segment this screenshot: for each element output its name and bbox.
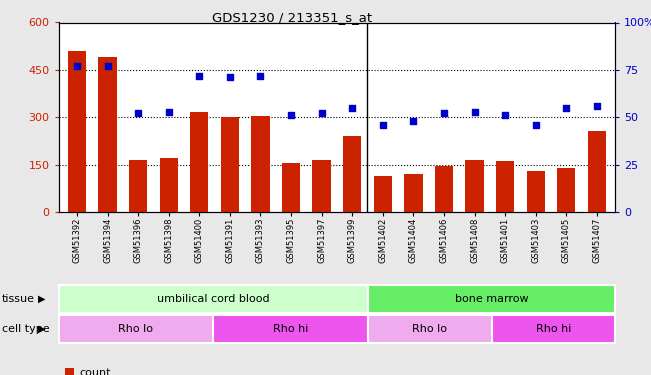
Text: count: count [79, 369, 111, 375]
Bar [312, 160, 331, 212]
Bar [59, 315, 213, 343]
Bar [68, 51, 86, 212]
Bar [557, 168, 575, 212]
Bar [588, 131, 606, 212]
Text: Rho hi: Rho hi [536, 324, 571, 334]
Bar [465, 160, 484, 212]
Point [316, 110, 327, 116]
Point [408, 118, 419, 124]
Bar [492, 315, 615, 343]
Bar [159, 158, 178, 212]
Bar [368, 285, 615, 313]
Bar [374, 176, 392, 212]
Text: Rho hi: Rho hi [273, 324, 308, 334]
Bar [129, 160, 147, 212]
Bar [190, 112, 208, 212]
Bar [98, 57, 117, 212]
Text: umbilical cord blood: umbilical cord blood [157, 294, 270, 304]
Bar [59, 285, 368, 313]
Bar [527, 171, 545, 212]
Point [561, 105, 572, 111]
Point [133, 110, 143, 116]
Point [286, 112, 296, 118]
Point [163, 108, 174, 114]
Bar [496, 161, 514, 212]
Point [72, 63, 82, 69]
Bar [282, 163, 300, 212]
Point [500, 112, 510, 118]
Point [255, 72, 266, 78]
Bar [213, 315, 368, 343]
Text: bone marrow: bone marrow [454, 294, 529, 304]
Text: ▶: ▶ [38, 324, 46, 334]
Point [469, 108, 480, 114]
Point [194, 72, 204, 78]
Text: cell type: cell type [2, 324, 49, 334]
Bar [251, 116, 270, 212]
Bar [368, 315, 492, 343]
Text: Rho lo: Rho lo [412, 324, 447, 334]
Point [531, 122, 541, 128]
Bar [221, 117, 239, 212]
Bar [404, 174, 422, 212]
Bar [343, 136, 361, 212]
Point [378, 122, 388, 128]
Text: GDS1230 / 213351_s_at: GDS1230 / 213351_s_at [212, 11, 372, 24]
Bar [435, 166, 453, 212]
Text: Rho lo: Rho lo [118, 324, 154, 334]
Point [439, 110, 449, 116]
Text: ▶: ▶ [38, 294, 46, 304]
Point [102, 63, 113, 69]
Point [225, 74, 235, 80]
Text: tissue: tissue [2, 294, 35, 304]
Point [592, 103, 602, 109]
Point [347, 105, 357, 111]
